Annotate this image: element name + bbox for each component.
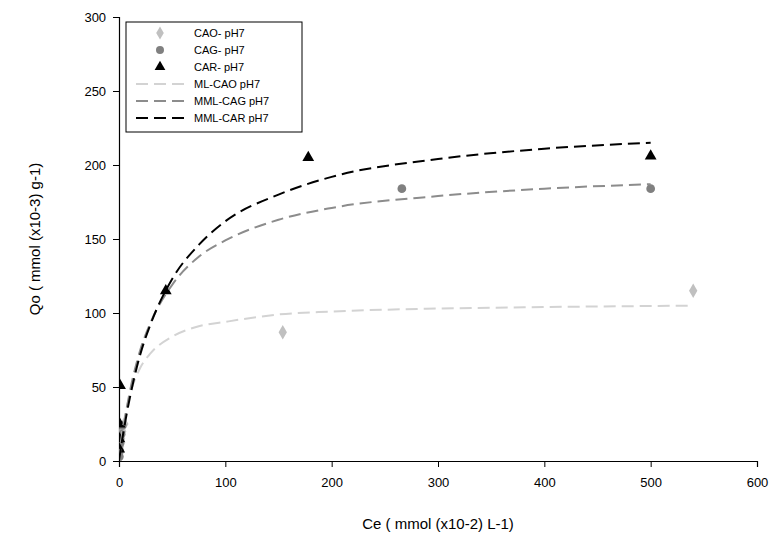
tick-mark [757, 461, 758, 467]
point [645, 149, 657, 159]
tick-mark [113, 91, 119, 92]
axis-line [113, 18, 120, 462]
legend: CAO- pH7 CAG- pH7 CAR- pH7 ML-CAO pH7 MML-CA… [126, 22, 302, 132]
legend-label: CAR- pH7 [194, 61, 244, 73]
legend-item: MML-CAR pH7 [136, 112, 269, 124]
legend-swatch [156, 46, 164, 54]
tick-label: 300 [84, 10, 106, 25]
tick-mark [438, 461, 439, 467]
tick-label: 150 [84, 232, 106, 247]
legend-item: MML-CAG pH7 [136, 95, 269, 107]
y-axis: 0 50 100 150 200 250 300 [84, 10, 119, 469]
tick-label: 500 [640, 475, 662, 490]
tick-mark [651, 461, 652, 467]
fit-line [119, 143, 651, 461]
tick-mark [113, 17, 119, 18]
point [397, 184, 406, 193]
tick-label: 0 [99, 454, 106, 469]
legend-label: MML-CAR pH7 [194, 112, 269, 124]
tick-label: 300 [428, 475, 450, 490]
tick-label: 250 [84, 84, 106, 99]
tick: 100 [84, 306, 119, 321]
tick-mark [544, 461, 545, 467]
x-axis-title: Ce ( mmol (x10-2) L-1) [362, 515, 514, 532]
tick-label: 100 [84, 306, 106, 321]
tick-label: 0 [116, 475, 123, 490]
tick: 150 [84, 232, 119, 247]
tick: 200 [84, 158, 119, 173]
legend-label: MML-CAG pH7 [194, 95, 269, 107]
legend-swatch [136, 83, 184, 85]
tick: 100 [215, 461, 237, 490]
tick: 300 [84, 10, 119, 25]
tick-mark [113, 313, 119, 314]
tick: 300 [428, 461, 450, 490]
point [646, 184, 655, 193]
tick-label: 200 [84, 158, 106, 173]
plot-area: 0 100 200 300 400 500 600 0 50 100 150 200 250 300 CAO… [84, 10, 768, 490]
tick-label: 50 [92, 380, 106, 395]
tick-mark [225, 461, 226, 467]
tick-mark [113, 239, 119, 240]
tick: 200 [321, 461, 343, 490]
marks [119, 143, 697, 461]
tick-label: 400 [534, 475, 556, 490]
tick: 500 [640, 461, 662, 490]
point [689, 284, 697, 298]
point [302, 151, 314, 161]
legend-label: CAG- pH7 [194, 44, 245, 56]
tick: 250 [84, 84, 119, 99]
axis-line [120, 462, 758, 468]
legend-item: CAR- pH7 [155, 61, 244, 73]
point [279, 325, 287, 339]
legend-item: CAO- pH7 [156, 26, 245, 39]
point [119, 379, 126, 389]
tick: 600 [747, 461, 769, 490]
legend-item: CAG- pH7 [156, 44, 245, 56]
tick: 50 [92, 380, 119, 395]
legend-box [126, 22, 302, 132]
tick-mark [332, 461, 333, 467]
legend-item: ML-CAO pH7 [136, 78, 260, 90]
tick-label: 200 [321, 475, 343, 490]
tick-label: 100 [215, 475, 237, 490]
legend-label: ML-CAO pH7 [194, 78, 260, 90]
legend-swatch [156, 26, 164, 39]
legend-swatch [155, 61, 166, 70]
fit-line [119, 306, 693, 461]
legend-swatch [136, 117, 184, 119]
tick: 0 [116, 461, 123, 490]
chart: 0 100 200 300 400 500 600 0 50 100 150 200 250 300 CAO… [0, 0, 780, 555]
tick-mark [113, 461, 119, 462]
y-axis-title: Qo ( mmol (x10-3) g-1) [26, 163, 43, 316]
fit-line [119, 184, 651, 461]
x-axis: 0 100 200 300 400 500 600 [116, 461, 768, 490]
tick: 400 [534, 461, 556, 490]
legend-swatch [136, 100, 184, 102]
legend-label: CAO- pH7 [194, 27, 245, 39]
tick-mark [113, 387, 119, 388]
tick-mark [113, 165, 119, 166]
tick-label: 600 [747, 475, 769, 490]
tick: 0 [99, 454, 119, 469]
